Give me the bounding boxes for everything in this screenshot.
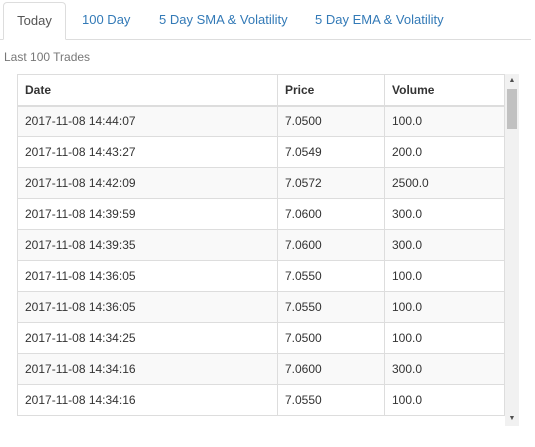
cell-volume: 300.0 (384, 198, 505, 230)
cell-volume: 100.0 (384, 105, 505, 137)
table-row: 2017-11-08 14:42:09 7.0572 2500.0 (17, 167, 505, 199)
tab-5-day-sma-volatility[interactable]: 5 Day SMA & Volatility (159, 12, 288, 27)
cell-volume: 300.0 (384, 353, 505, 385)
table-row: 2017-11-08 14:36:05 7.0550 100.0 (17, 291, 505, 323)
cell-volume: 100.0 (384, 322, 505, 354)
cell-volume: 100.0 (384, 291, 505, 323)
cell-price: 7.0600 (277, 198, 385, 230)
cell-price: 7.0600 (277, 229, 385, 261)
tab-100-day[interactable]: 100 Day (82, 12, 131, 27)
cell-price: 7.0550 (277, 291, 385, 323)
table-row: 2017-11-08 14:39:59 7.0600 300.0 (17, 198, 505, 230)
cell-volume: 300.0 (384, 229, 505, 261)
cell-volume: 100.0 (384, 384, 505, 416)
cell-date: 2017-11-08 14:36:05 (17, 291, 278, 323)
cell-date: 2017-11-08 14:34:16 (17, 353, 278, 385)
table-header-row: Date Price Volume (17, 74, 505, 107)
scrollbar-thumb[interactable] (507, 89, 517, 129)
cell-volume: 200.0 (384, 136, 505, 168)
cell-price: 7.0550 (277, 384, 385, 416)
column-header-volume: Volume (384, 74, 505, 107)
cell-date: 2017-11-08 14:34:16 (17, 384, 278, 416)
table-caption: Last 100 Trades (4, 50, 91, 64)
column-header-price: Price (277, 74, 385, 107)
cell-price: 7.0500 (277, 322, 385, 354)
cell-volume: 100.0 (384, 260, 505, 292)
table-row: 2017-11-08 14:34:25 7.0500 100.0 (17, 322, 505, 354)
cell-price: 7.0549 (277, 136, 385, 168)
cell-date: 2017-11-08 14:44:07 (17, 105, 278, 137)
tab-bar: Today 100 Day 5 Day SMA & Volatility 5 D… (0, 0, 531, 40)
cell-volume: 2500.0 (384, 167, 505, 199)
table-row: 2017-11-08 14:34:16 7.0600 300.0 (17, 353, 505, 385)
cell-price: 7.0572 (277, 167, 385, 199)
table-row: 2017-11-08 14:44:07 7.0500 100.0 (17, 105, 505, 137)
trades-table-container[interactable]: Date Price Volume 2017-11-08 14:44:07 7.0… (17, 74, 505, 426)
cell-date: 2017-11-08 14:43:27 (17, 136, 278, 168)
triangle-down-icon[interactable]: ▼ (508, 415, 516, 422)
cell-price: 7.0500 (277, 105, 385, 137)
cell-date: 2017-11-08 14:39:35 (17, 229, 278, 261)
triangle-up-icon[interactable]: ▲ (508, 77, 516, 84)
tab-5-day-ema-volatility[interactable]: 5 Day EMA & Volatility (315, 12, 444, 27)
table-row: 2017-11-08 14:36:05 7.0550 100.0 (17, 260, 505, 292)
cell-date: 2017-11-08 14:42:09 (17, 167, 278, 199)
cell-price: 7.0600 (277, 353, 385, 385)
table-row: 2017-11-08 14:34:16 7.0550 100.0 (17, 384, 505, 416)
table-scrollbar[interactable]: ▲ ▼ (505, 74, 519, 426)
table-row: 2017-11-08 14:39:35 7.0600 300.0 (17, 229, 505, 261)
cell-price: 7.0550 (277, 260, 385, 292)
cell-date: 2017-11-08 14:36:05 (17, 260, 278, 292)
trades-table: Date Price Volume 2017-11-08 14:44:07 7.0… (17, 74, 505, 416)
cell-date: 2017-11-08 14:39:59 (17, 198, 278, 230)
cell-date: 2017-11-08 14:34:25 (17, 322, 278, 354)
tab-today[interactable]: Today (3, 2, 66, 40)
column-header-date: Date (17, 74, 278, 107)
table-row: 2017-11-08 14:43:27 7.0549 200.0 (17, 136, 505, 168)
